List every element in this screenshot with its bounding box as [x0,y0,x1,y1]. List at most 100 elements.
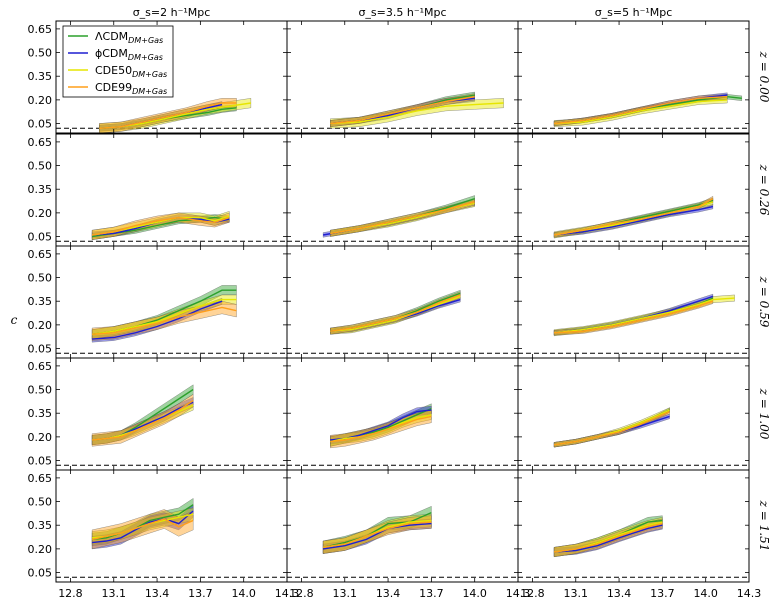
series-line-cde99 [91,518,194,541]
panel-frame [517,20,750,134]
x-tick-label: 13.4 [376,587,401,600]
series-line-cde50 [554,99,728,125]
series-line-cde50 [330,102,504,125]
panel-r0-c0: 0.05 0.20 0.35 0.50 0.65 [28,20,288,134]
row-label: z = 0.00 [757,51,771,103]
y-tick-label: 0.65 [28,23,53,36]
band-cde99 [91,393,194,447]
panel-frame [55,133,288,247]
series-line-cde99 [92,306,237,335]
x-tick-label: 13.4 [145,587,170,600]
series-line-cde99 [553,410,670,446]
panel-grid: 0.05 0.20 0.35 0.50 0.65 0.05 0.20 0.35 0.50 0.65… [28,6,772,600]
series-line-cde99 [330,294,461,332]
y-axis-label: c [11,313,18,327]
y-tick-label: 0.50 [28,272,53,285]
series-line-cde99 [322,521,432,548]
legend-box [62,25,174,98]
panel-frame [286,133,519,247]
panel-r1-c1 [286,133,519,247]
y-tick-label: 0.65 [28,360,53,373]
series-line-phicdm [554,524,663,553]
x-tick-label: 12.8 [289,587,314,600]
y-tick-label: 0.35 [28,183,53,196]
series-line-cde50 [92,298,237,335]
band-cde50 [553,294,735,337]
y-tick-label: 0.05 [28,567,53,580]
y-tick-label: 0.35 [28,519,53,532]
panel-frame [286,245,519,359]
x-tick-label: 12.8 [58,587,83,600]
panel-frame [517,133,750,247]
series-line-cde99 [91,216,230,236]
band-cde99 [330,291,461,335]
panel-frame [517,469,750,583]
panel-r2-c0: 0.05 0.20 0.35 0.50 0.65 [28,245,288,359]
y-tick-label: 0.20 [28,431,53,444]
x-tick-label: 14.0 [462,587,487,600]
series-line-cde99 [554,522,663,553]
panel-r0-c2 [517,20,750,134]
panel-r4-c1 [286,469,519,583]
x-tick-label: 13.7 [650,587,675,600]
x-tick-label: 13.1 [333,587,358,600]
series-line-lcdm [92,504,194,541]
panel-r1-c0: 0.05 0.20 0.35 0.50 0.65 [28,133,288,247]
band-cde99 [553,408,670,448]
series-line-cde99 [330,415,432,443]
y-tick-label: 0.05 [28,118,53,131]
series-line-cde99 [99,102,237,129]
series-line-cde99 [92,400,194,441]
column-title: σ_s=2 h⁻¹Mpc [133,6,211,19]
panel-r4-c2 [517,469,750,583]
y-tick-label: 0.20 [28,319,53,332]
y-tick-label: 0.35 [28,295,53,308]
x-tick-label: 12.8 [520,587,545,600]
y-tick-label: 0.50 [28,47,53,60]
panel-r4-c0: 0.05 0.20 0.35 0.50 0.65 [28,469,288,583]
y-tick-label: 0.35 [28,70,53,83]
x-tick-label: 13.1 [564,587,589,600]
x-tick-label: 13.7 [419,587,444,600]
legend: ΛCDMDM+GasϕCDMDM+GasCDE50DM+GasCDE99DM+G… [62,25,174,98]
panel-r3-c0: 0.05 0.20 0.35 0.50 0.65 [28,357,288,471]
x-tick-label: 14.0 [693,587,718,600]
row-label: z = 0.26 [757,164,771,216]
x-tick-label: 13.4 [607,587,632,600]
column-title: σ_s=3.5 h⁻¹Mpc [358,6,446,19]
panel-r0-c1 [286,20,519,134]
x-tick-label: 13.7 [188,587,213,600]
y-tick-label: 0.50 [28,496,53,509]
series-line-cde99 [330,96,475,125]
row-label: z = 1.51 [757,500,771,552]
y-tick-label: 0.05 [28,231,53,244]
y-tick-label: 0.20 [28,94,53,107]
y-tick-label: 0.35 [28,407,53,420]
row-label: z = 1.00 [757,388,771,440]
row-label: z = 0.59 [757,276,771,328]
panel-frame [55,245,288,359]
y-tick-label: 0.20 [28,543,53,556]
x-tick-label: 14.3 [275,587,300,600]
panel-r1-c2 [517,133,750,247]
series-line-phicdm [554,205,714,236]
series-line-phicdm [92,300,223,340]
band-cde99 [330,198,475,237]
series-line-phicdm [322,522,432,550]
band-cde99 [99,98,237,134]
y-tick-label: 0.20 [28,207,53,220]
column-title: σ_s=5 h⁻¹Mpc [595,6,673,19]
series-line-cde99 [330,201,475,235]
y-tick-label: 0.50 [28,384,53,397]
series-line-lcdm [322,511,432,548]
panel-r3-c1 [286,357,519,471]
y-tick-label: 0.50 [28,160,53,173]
y-tick-label: 0.65 [28,472,53,485]
panel-r2-c1 [286,245,519,359]
series-line-cde50 [330,295,461,332]
series-line-cde99 [553,198,714,236]
x-tick-label: 13.1 [102,587,127,600]
panel-r3-c2 [517,357,750,471]
y-tick-label: 0.05 [28,343,53,356]
